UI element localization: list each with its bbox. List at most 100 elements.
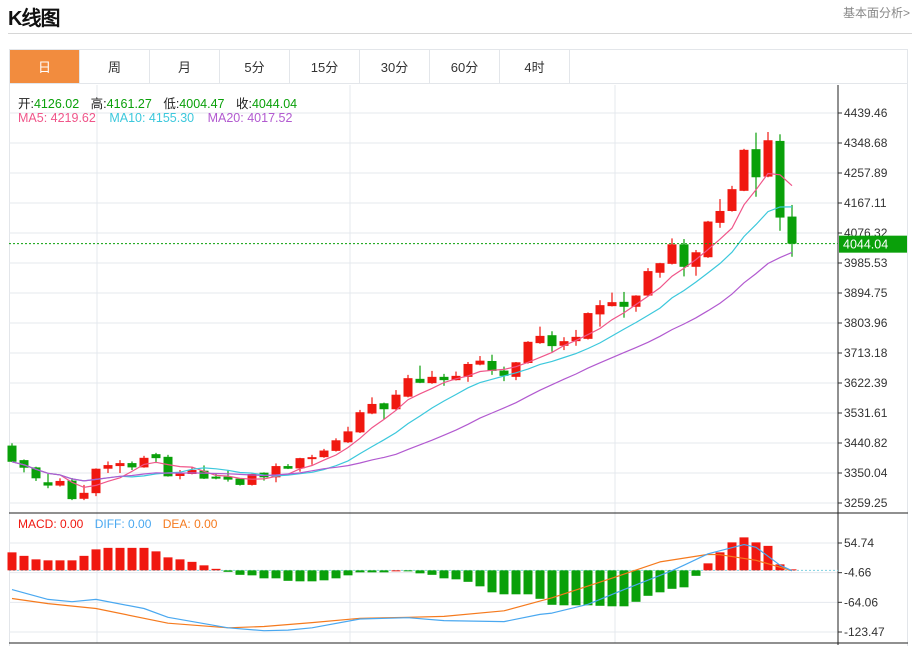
candle	[691, 249, 701, 276]
candle-body	[475, 360, 485, 365]
macd-tick-label: 54.74	[844, 536, 874, 550]
candle	[379, 402, 389, 420]
macd-bar	[79, 555, 89, 571]
price-tick-label: 4439.46	[844, 106, 888, 120]
candle-body	[523, 341, 533, 363]
open-value: 4126.02	[33, 97, 80, 111]
macd-bar	[139, 547, 149, 571]
macd-bar	[643, 570, 653, 596]
candle-body	[463, 363, 473, 377]
candle-body	[643, 271, 653, 296]
macd-bar	[331, 570, 341, 579]
candle-body	[439, 376, 449, 381]
candle-body	[655, 263, 665, 273]
fundamental-analysis-link[interactable]: 基本面分析>	[842, 6, 910, 20]
macd-bar	[751, 542, 761, 571]
kline-chart-area[interactable]	[9, 84, 908, 646]
candle	[415, 365, 425, 384]
macd-bar	[187, 561, 197, 571]
candle	[19, 459, 29, 473]
price-tick-label: 4257.89	[844, 166, 888, 180]
candle-body	[223, 476, 233, 480]
candle-body	[127, 463, 137, 468]
candle	[103, 461, 113, 474]
tab-month[interactable]: 月	[150, 50, 220, 83]
macd-bar	[463, 570, 473, 582]
tab-4hour[interactable]: 4时	[500, 50, 570, 83]
candle	[619, 291, 629, 318]
ma5-line	[11, 172, 793, 489]
macd-bar	[103, 547, 113, 571]
candle-body	[19, 460, 29, 468]
price-tick-label: 3440.82	[844, 436, 888, 450]
diff-value: DIFF: 0.00	[94, 517, 152, 531]
tab-week[interactable]: 周	[80, 50, 150, 83]
candle	[271, 463, 281, 483]
candle-body	[619, 301, 629, 307]
tab-15min[interactable]: 15分	[290, 50, 360, 83]
candle	[175, 470, 185, 480]
candle	[139, 455, 149, 468]
price-tick-label: 3350.04	[844, 466, 888, 480]
price-tick-label: 3531.61	[844, 406, 888, 420]
macd-bar	[427, 570, 437, 575]
macd-bar	[571, 570, 581, 606]
candle	[763, 131, 773, 178]
period-tabs: 日 周 月 5分 15分 30分 60分 4时	[9, 49, 908, 84]
candle	[727, 185, 737, 212]
candle	[703, 220, 713, 258]
candle	[607, 292, 617, 307]
candle	[775, 134, 785, 231]
candle-body	[427, 376, 437, 384]
macd-bar	[619, 570, 629, 607]
macd-bar	[31, 559, 41, 571]
candle	[427, 370, 437, 384]
candle	[715, 199, 725, 228]
macd-bar	[367, 570, 377, 573]
candle	[535, 326, 545, 344]
macd-bar	[43, 560, 53, 571]
macd-bar	[703, 563, 713, 571]
candle	[307, 454, 317, 465]
candle-body	[211, 476, 221, 479]
macd-bar	[595, 570, 605, 606]
candle-body	[415, 378, 425, 383]
close-value: 4044.04	[251, 97, 298, 111]
price-tick-label: 3713.18	[844, 346, 888, 360]
macd-bar	[499, 570, 509, 595]
candle-body	[583, 313, 593, 339]
price-tick-label: 3985.53	[844, 256, 888, 270]
tab-60min[interactable]: 60分	[430, 50, 500, 83]
macd-bar	[151, 551, 161, 571]
macd-bar	[475, 570, 485, 587]
candle-body	[571, 336, 581, 342]
candle-body	[751, 149, 761, 178]
macd-tick-label: -64.06	[844, 595, 878, 609]
macd-bar	[583, 570, 593, 606]
candle-body	[535, 335, 545, 344]
candle-body	[319, 450, 329, 458]
macd-legend: MACD: 0.00 DIFF: 0.00 DEA: 0.00	[18, 517, 221, 531]
candle	[319, 448, 329, 458]
high-value: 4161.27	[106, 97, 152, 111]
dea-value: DEA: 0.00	[162, 517, 218, 531]
price-tick-label: 4348.68	[844, 136, 888, 150]
candle-body	[367, 403, 377, 414]
macd-bar	[19, 555, 29, 571]
macd-bar	[295, 570, 305, 582]
candle-body	[295, 458, 305, 469]
close-label: 收:	[235, 97, 252, 111]
macd-bar	[511, 570, 521, 595]
tab-5min[interactable]: 5分	[220, 50, 290, 83]
candle-body	[199, 470, 209, 479]
tab-day[interactable]: 日	[10, 50, 80, 83]
page-title: K线图	[8, 8, 60, 30]
tab-30min[interactable]: 30分	[360, 50, 430, 83]
candle-body	[43, 482, 53, 486]
candle	[583, 312, 593, 340]
macd-bar	[163, 557, 173, 571]
macd-bar	[91, 549, 101, 571]
candle	[355, 409, 365, 434]
high-label: 高:	[90, 97, 107, 111]
